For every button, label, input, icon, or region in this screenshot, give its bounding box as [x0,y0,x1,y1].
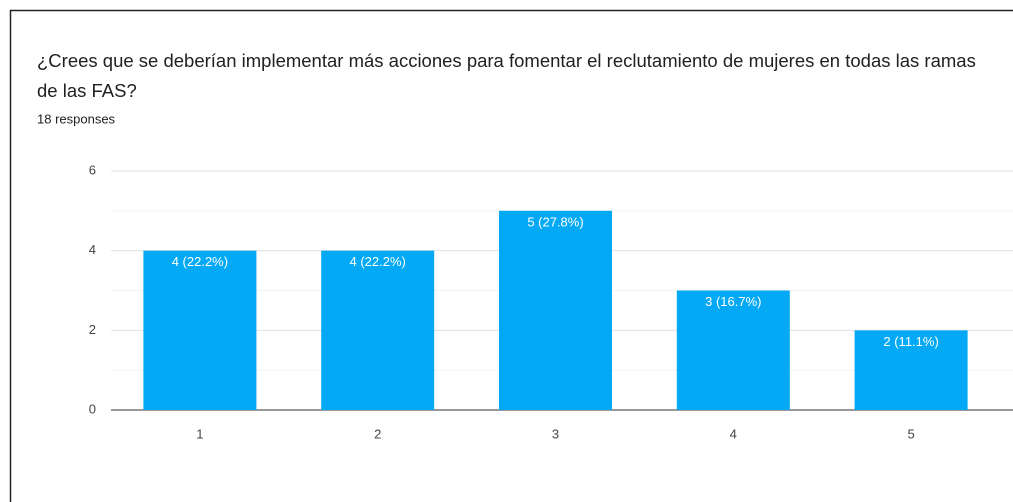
bar-value-label: 4 (22.2%) [350,254,406,269]
x-tick-label: 3 [552,426,559,441]
x-tick-label: 2 [374,426,381,441]
bar [321,250,435,410]
x-tick-label: 5 [907,426,914,441]
bar-value-label: 3 (16.7%) [705,294,761,309]
chart-subtitle: 18 responses [37,111,116,126]
x-tick-label: 1 [196,426,203,441]
bar [499,210,612,410]
bar [676,290,790,410]
y-tick-label: 2 [89,322,96,337]
bar [143,250,257,410]
y-tick-label: 0 [89,401,96,416]
bar [854,330,968,410]
y-tick-label: 4 [89,242,96,257]
bar-value-label: 4 (22.2%) [172,254,228,269]
chart-title: ¿Crees que se deberían implementar más a… [37,50,976,101]
y-tick-label: 6 [89,162,96,177]
bar-value-label: 5 (27.8%) [527,214,583,229]
bar-value-label: 2 (11.1%) [883,334,938,349]
x-tick-label: 4 [730,426,737,441]
